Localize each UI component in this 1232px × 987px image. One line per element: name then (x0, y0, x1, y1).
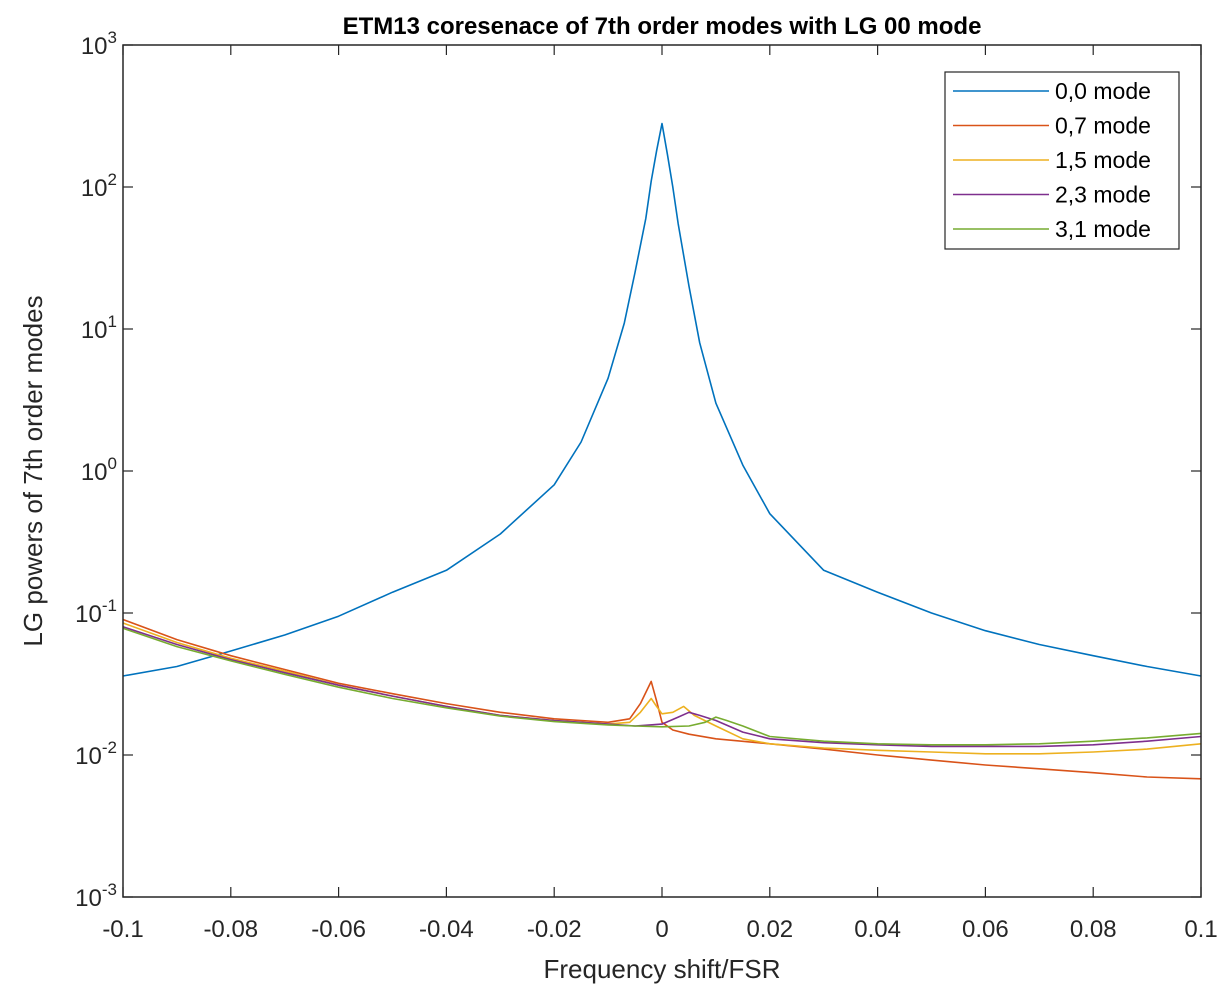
x-tick-label: -0.08 (203, 916, 258, 943)
x-tick-label: 0.08 (1070, 916, 1117, 943)
legend-label: 2,3 mode (1055, 182, 1151, 208)
legend: 0,0 mode 0,7 mode 1,5 mode 2,3 mode 3,1 mode (944, 71, 1180, 250)
series-layer (122, 122, 1202, 780)
x-tick-label: 0.04 (854, 916, 901, 943)
y-tick-label: 102 (81, 170, 117, 202)
x-tick-label: 0.06 (962, 916, 1009, 943)
axes-box (122, 44, 1202, 898)
legend-label: 0,0 mode (1055, 78, 1151, 104)
ticks-layer: -0.1 -0.08 -0.06 -0.04 -0.02 0 0.02 0.04 0.06 0.0… (75, 28, 1218, 943)
y-tick-label: 10-3 (75, 880, 117, 912)
legend-label: 0,7 mode (1055, 113, 1151, 139)
x-tick-label: -0.02 (527, 916, 582, 943)
series-line-0-7-mode (122, 618, 1202, 780)
chart-title: ETM13 coresenace of 7th order modes with… (343, 13, 982, 40)
x-tick-label: -0.04 (419, 916, 474, 943)
y-axis-label: LG powers of 7th order modes (18, 295, 48, 646)
y-tick-label: 101 (81, 312, 117, 344)
series-line-2-3-mode (122, 626, 1202, 748)
y-tick-label: 10-2 (75, 738, 117, 770)
legend-label: 1,5 mode (1055, 147, 1151, 173)
y-tick-label: 100 (81, 454, 117, 486)
legend-label: 3,1 mode (1055, 216, 1151, 242)
x-tick-label: 0.02 (746, 916, 793, 943)
x-tick-label: 0 (655, 916, 668, 943)
series-line-3-1-mode (122, 627, 1202, 746)
x-tick-label: -0.06 (311, 916, 366, 943)
x-axis-label: Frequency shift/FSR (544, 954, 781, 984)
y-tick-label: 103 (81, 28, 117, 60)
series-line-0-0-mode (122, 122, 1202, 677)
x-tick-label: -0.1 (102, 916, 143, 943)
y-tick-label: 10-1 (75, 596, 117, 628)
x-tick-label: 0.1 (1184, 916, 1217, 943)
